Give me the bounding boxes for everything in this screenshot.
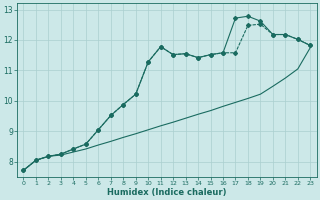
X-axis label: Humidex (Indice chaleur): Humidex (Indice chaleur): [107, 188, 227, 197]
